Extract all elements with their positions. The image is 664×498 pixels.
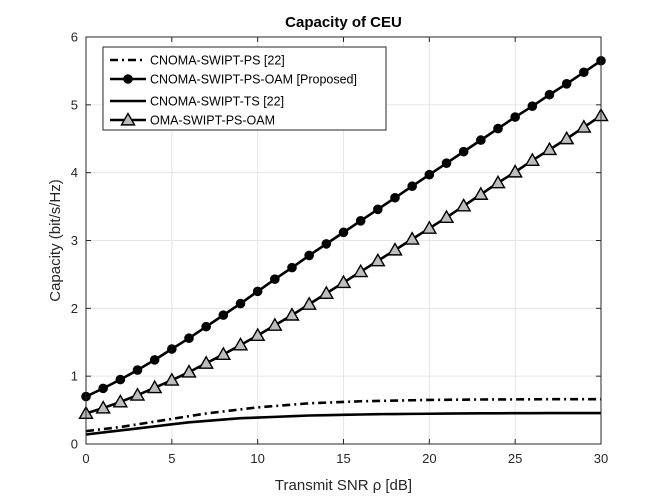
data-point <box>473 186 489 200</box>
data-point <box>458 146 469 157</box>
data-point <box>235 298 246 309</box>
series-2 <box>81 55 606 402</box>
data-point <box>507 164 523 178</box>
legend: CNOMA-SWIPT-PS [22] CNOMA-SWIPT-PS-OAM [P… <box>102 46 387 131</box>
series-line-1 <box>85 397 601 433</box>
y-tick-label: 3 <box>71 233 78 248</box>
data-point <box>146 379 163 394</box>
legend-items: CNOMA-SWIPT-PS [22] CNOMA-SWIPT-PS-OAM [P… <box>110 54 357 128</box>
data-point <box>98 383 108 394</box>
legend-label: CNOMA-SWIPT-PS-OAM [Proposed] <box>150 73 357 87</box>
legend-item-3: CNOMA-SWIPT-TS [22] <box>110 95 284 109</box>
data-point <box>267 317 283 331</box>
data-point <box>215 346 232 361</box>
data-point <box>352 263 369 278</box>
y-tick-label: 1 <box>71 369 78 384</box>
data-point <box>321 239 332 249</box>
data-point <box>527 101 538 111</box>
data-point <box>301 296 317 310</box>
y-tick-label: 4 <box>71 165 78 180</box>
data-point <box>390 192 400 203</box>
data-point <box>201 321 211 332</box>
y-tick-label: 0 <box>71 437 78 452</box>
data-point <box>149 355 160 365</box>
data-point <box>115 374 126 385</box>
data-point <box>112 394 129 408</box>
x-tick-label: 25 <box>508 451 522 466</box>
data-point <box>181 364 197 378</box>
data-point <box>167 344 177 354</box>
data-point <box>561 79 572 89</box>
data-point <box>355 216 366 226</box>
data-point <box>424 169 435 180</box>
data-point <box>338 227 349 238</box>
x-tick-label: 0 <box>82 451 89 466</box>
data-point <box>576 119 592 133</box>
legend-label: OMA-SWIPT-PS-OAM <box>150 114 275 128</box>
legend-label: CNOMA-SWIPT-TS [22] <box>150 95 284 109</box>
data-point <box>252 286 263 297</box>
data-point <box>284 307 300 321</box>
data-point <box>249 327 266 342</box>
data-point <box>287 262 297 273</box>
data-point <box>493 123 503 134</box>
data-point <box>404 231 420 245</box>
x-tick-label: 20 <box>422 451 436 466</box>
data-point <box>510 112 520 122</box>
legend-item-4: OMA-SWIPT-PS-OAM <box>110 112 275 128</box>
data-point <box>544 89 555 100</box>
data-point <box>198 355 214 369</box>
data-point <box>270 274 280 284</box>
y-tick-label: 2 <box>71 301 78 316</box>
data-point <box>441 158 452 168</box>
data-point <box>232 337 249 351</box>
data-point <box>370 252 386 267</box>
data-point <box>164 372 180 386</box>
data-point <box>218 310 229 320</box>
x-tick-label: 10 <box>250 451 264 466</box>
y-axis-label: Capacity (bit/s/Hz) <box>47 179 64 302</box>
series-1 <box>85 397 601 433</box>
x-tick-label: 5 <box>168 451 175 466</box>
series-line-3 <box>85 411 601 436</box>
legend-label: CNOMA-SWIPT-PS [22] <box>150 54 285 68</box>
x-tick-label: 15 <box>336 451 350 466</box>
data-point <box>129 387 146 401</box>
data-point <box>407 181 417 192</box>
data-point <box>490 174 506 189</box>
data-point <box>132 365 143 375</box>
x-axis-label: Transmit SNR ρ [dB] <box>275 477 412 494</box>
data-point <box>335 274 352 289</box>
data-point <box>95 400 111 414</box>
legend-marker <box>120 112 136 126</box>
series-3 <box>85 411 601 436</box>
chart-title: Capacity of CEU <box>285 14 402 31</box>
legend-marker <box>123 74 133 84</box>
data-point <box>524 152 541 167</box>
data-point <box>421 220 438 234</box>
ticks: 0 5 10 15 20 25 30 0 1 2 3 4 5 6 <box>71 30 608 467</box>
data-point <box>304 250 314 261</box>
data-point <box>184 333 194 343</box>
y-tick-label: 5 <box>71 97 78 112</box>
data-point <box>438 209 455 224</box>
data-point <box>373 204 383 215</box>
legend-item-2: CNOMA-SWIPT-PS-OAM [Proposed] <box>110 73 357 87</box>
data-point <box>476 135 486 145</box>
y-tick-label: 6 <box>71 30 78 45</box>
data-point <box>579 67 589 78</box>
data-point <box>455 197 472 212</box>
data-point <box>387 242 403 256</box>
data-point <box>541 141 558 156</box>
x-tick-label: 30 <box>594 451 608 466</box>
legend-item-1: CNOMA-SWIPT-PS [22] <box>110 54 285 68</box>
data-point <box>558 130 575 145</box>
data-point <box>318 285 335 299</box>
legend-box <box>102 46 387 131</box>
